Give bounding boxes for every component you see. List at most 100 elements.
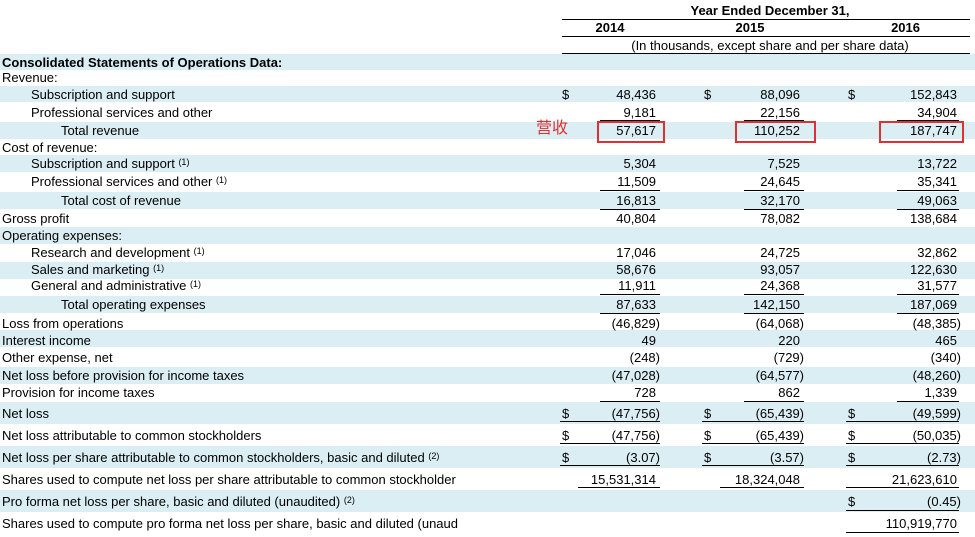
value-2014: 11,911 (618, 278, 656, 293)
subtotal-rule (744, 401, 804, 402)
total-rule (846, 532, 959, 533)
row-label: Gross profit (2, 211, 70, 226)
row-label: Pro forma net loss per share, basic and … (2, 494, 355, 509)
value-2016: 138,684 (910, 211, 957, 226)
dollar-sign: $ (562, 406, 570, 421)
value-2014: 87,633 (616, 297, 656, 312)
subtotal-rule (600, 190, 660, 191)
total-rule (560, 421, 660, 422)
total-rule (720, 487, 804, 488)
value-2015: 18,324,048 (734, 472, 800, 487)
total-rule (702, 443, 804, 444)
value-2014: (47,756) (611, 406, 660, 421)
total-rule (560, 443, 660, 444)
subtotal-rule (600, 120, 660, 121)
row-label: Shares used to compute pro forma net los… (2, 516, 458, 531)
value-2014: 11,509 (617, 174, 656, 189)
highlight-box-2015 (735, 121, 816, 143)
row-label: Operating expenses: (2, 228, 122, 243)
value-2014: 57,617 (616, 123, 656, 138)
dollar-sign: $ (704, 87, 712, 102)
row-label: Net loss attributable to common stockhol… (2, 428, 262, 443)
dollar-sign: $ (704, 428, 712, 443)
row-label: Other expense, net (2, 350, 113, 365)
value-2015: (3.57) (770, 450, 804, 465)
value-2014: (46,829) (611, 316, 660, 331)
value-2014: (3.07) (626, 450, 660, 465)
value-2015: 22,156 (760, 105, 800, 120)
value-2016: (50,035) (912, 428, 961, 443)
value-2016: (48,260) (912, 368, 961, 383)
subtotal-rule (897, 190, 959, 191)
value-2015: 32,170 (760, 193, 800, 208)
total-rule (846, 421, 959, 422)
row-label: Net loss before provision for income tax… (2, 368, 245, 383)
subtotal-rule (744, 190, 804, 191)
dollar-sign: $ (704, 406, 712, 421)
value-2016: 1,339 (924, 385, 957, 400)
value-2016: 110,919,770 (885, 516, 957, 531)
subtotal-rule (897, 209, 959, 210)
value-2015: 220 (778, 333, 800, 348)
value-2015: (65,439) (755, 428, 804, 443)
year-2015: 2015 (735, 20, 765, 35)
dollar-sign: $ (562, 450, 570, 465)
row-label: Net loss (2, 406, 49, 421)
year-2014: 2014 (595, 20, 625, 35)
value-2014: 48,436 (616, 87, 656, 102)
value-2014: 16,813 (616, 193, 656, 208)
dollar-sign: $ (848, 494, 856, 509)
value-2014: 5,304 (623, 156, 656, 171)
value-2014: 17,046 (616, 245, 656, 260)
row-label: Total operating expenses (61, 297, 206, 312)
subtotal-rule (744, 120, 804, 121)
total-rule (846, 510, 959, 511)
row-label: Research and development (1) (31, 245, 205, 260)
value-2014: (47,756) (611, 428, 660, 443)
value-2015: 78,082 (760, 211, 800, 226)
value-2014: (47,028) (611, 368, 660, 383)
row-label: Provision for income taxes (2, 385, 155, 400)
subtotal-rule (600, 209, 660, 210)
dollar-sign: $ (562, 428, 570, 443)
row-label: Subscription and support (31, 87, 175, 102)
value-2014: 728 (634, 385, 656, 400)
row-band (0, 402, 975, 424)
row-label: Cost of revenue: (2, 140, 98, 155)
row-label: Shares used to compute net loss per shar… (2, 472, 456, 487)
row-band (0, 490, 975, 512)
total-rule (846, 443, 959, 444)
value-2015: 93,057 (760, 262, 800, 277)
subtotal-rule (744, 313, 804, 314)
total-rule (702, 421, 804, 422)
value-2015: 7,525 (767, 156, 800, 171)
value-2016: 31,577 (917, 278, 957, 293)
value-2014: 15,531,314 (590, 472, 656, 487)
total-rule (846, 487, 959, 488)
value-2016: (2.73) (927, 450, 961, 465)
dollar-sign: $ (848, 428, 856, 443)
value-2016: 187,747 (910, 123, 957, 138)
value-2016: 122,630 (910, 262, 957, 277)
row-label: Loss from operations (2, 316, 124, 331)
row-band (0, 446, 975, 468)
row-label: Revenue: (2, 70, 58, 85)
row-band (0, 192, 975, 209)
value-2016: 187,069 (910, 297, 957, 312)
row-label: Total cost of revenue (61, 193, 181, 208)
row-band (0, 122, 975, 139)
dollar-sign: $ (848, 87, 856, 102)
value-2016: 21,623,610 (891, 472, 957, 487)
row-band (0, 54, 975, 70)
value-2016: (340) (930, 350, 961, 365)
total-rule (702, 465, 804, 466)
row-label: Professional services and other (31, 105, 213, 120)
subtotal-rule (897, 313, 959, 314)
row-band (0, 227, 975, 244)
row-band (0, 367, 975, 384)
dollar-sign: $ (562, 87, 570, 102)
dollar-sign: $ (848, 406, 856, 421)
subtotal-rule (897, 120, 959, 121)
value-2015: (65,439) (755, 406, 804, 421)
value-2016: (0.45) (927, 494, 961, 509)
